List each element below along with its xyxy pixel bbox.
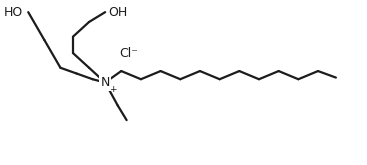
Text: OH: OH <box>109 6 128 19</box>
Text: Cl⁻: Cl⁻ <box>120 47 138 60</box>
Text: HO: HO <box>4 6 23 19</box>
Text: +: + <box>109 85 117 94</box>
Text: N: N <box>101 76 110 89</box>
